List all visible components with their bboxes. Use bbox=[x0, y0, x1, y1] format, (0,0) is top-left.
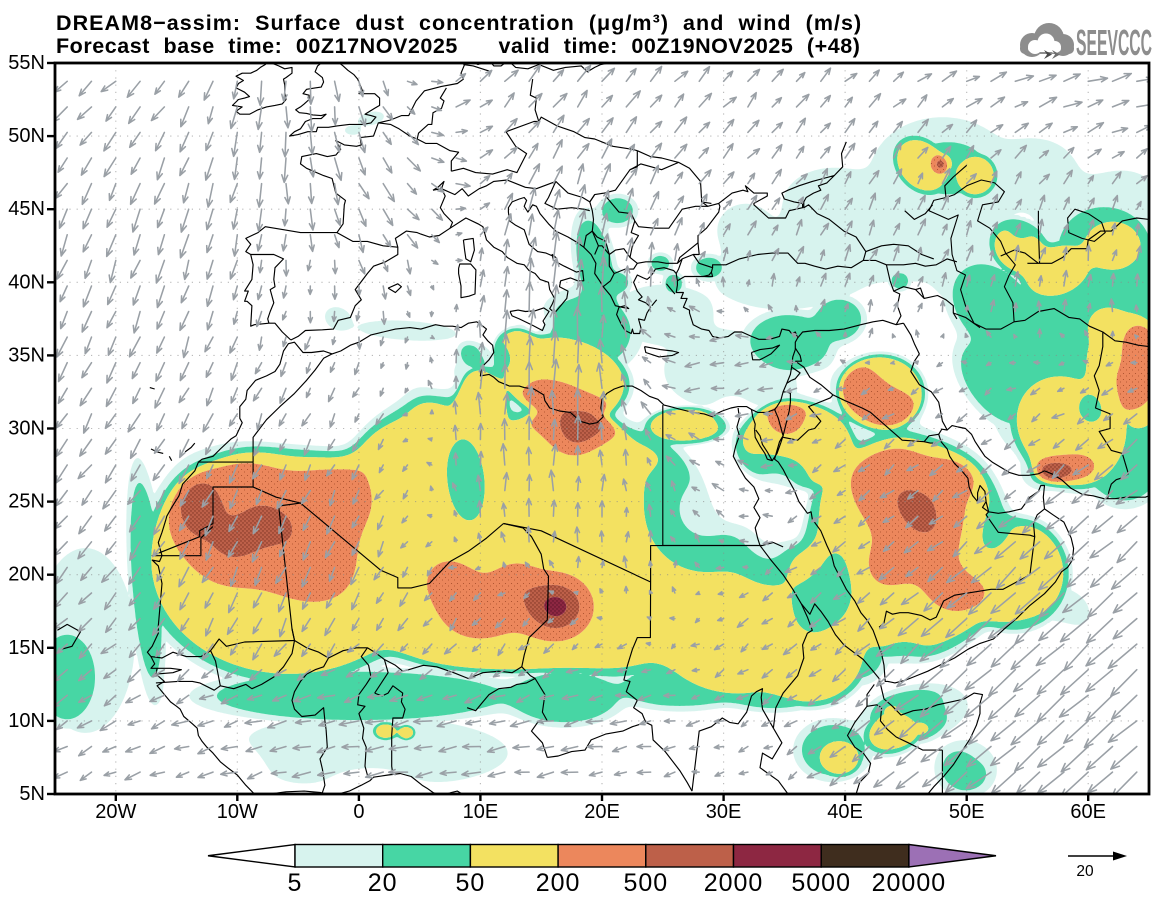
svg-text:500: 500 bbox=[623, 869, 668, 897]
svg-text:5000: 5000 bbox=[791, 869, 851, 897]
svg-text:50E: 50E bbox=[949, 801, 985, 823]
svg-text:SEEVCCC: SEEVCCC bbox=[1076, 22, 1152, 63]
svg-text:30N: 30N bbox=[8, 418, 45, 440]
svg-text:10E: 10E bbox=[463, 801, 499, 823]
svg-text:20000: 20000 bbox=[872, 869, 947, 897]
svg-text:50: 50 bbox=[455, 869, 485, 897]
svg-text:20E: 20E bbox=[584, 801, 620, 823]
svg-text:45N: 45N bbox=[8, 198, 45, 220]
svg-text:200: 200 bbox=[536, 869, 581, 897]
svg-text:60E: 60E bbox=[1070, 801, 1106, 823]
svg-text:15N: 15N bbox=[8, 637, 45, 659]
svg-text:25N: 25N bbox=[8, 491, 45, 513]
svg-text:20W: 20W bbox=[95, 801, 136, 823]
svg-text:40E: 40E bbox=[827, 801, 863, 823]
svg-text:5: 5 bbox=[288, 869, 303, 897]
svg-text:35N: 35N bbox=[8, 344, 45, 366]
svg-text:10W: 10W bbox=[217, 801, 258, 823]
svg-text:20: 20 bbox=[368, 869, 398, 897]
svg-text:2000: 2000 bbox=[704, 869, 764, 897]
svg-text:5N: 5N bbox=[19, 783, 45, 805]
svg-text:50N: 50N bbox=[8, 125, 45, 147]
svg-text:20N: 20N bbox=[8, 564, 45, 586]
svg-text:30E: 30E bbox=[706, 801, 742, 823]
svg-text:0: 0 bbox=[353, 801, 364, 823]
svg-text:20: 20 bbox=[1076, 863, 1094, 880]
svg-text:40N: 40N bbox=[8, 271, 45, 293]
svg-text:55N: 55N bbox=[8, 52, 45, 74]
svg-text:10N: 10N bbox=[8, 710, 45, 732]
